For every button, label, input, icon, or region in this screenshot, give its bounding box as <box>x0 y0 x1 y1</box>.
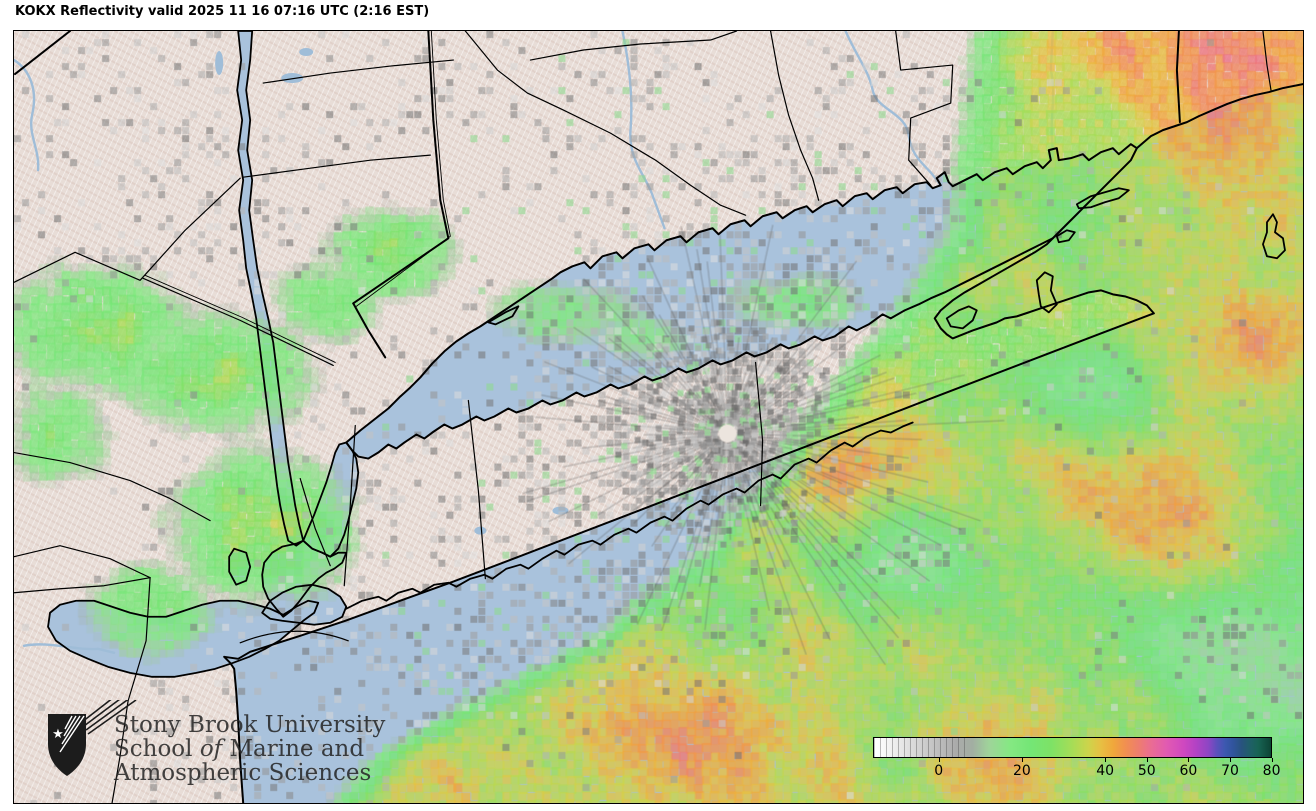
shield-star-icon: ★ <box>52 727 64 742</box>
stony-brook-shield-icon: ★ <box>48 693 137 776</box>
colorbar-tick <box>1105 758 1107 762</box>
colorbar-tick <box>1188 758 1190 762</box>
colorbar-tick-label: 0 <box>934 763 944 779</box>
colorbar-tick <box>1021 758 1023 762</box>
colorbar-tick-label: 80 <box>1262 763 1281 779</box>
colorbar-lowend-stripes <box>874 738 966 757</box>
colorbar-tick-label: 50 <box>1137 763 1156 779</box>
colorbar-tick <box>1271 758 1273 762</box>
colorbar-tick <box>1146 758 1148 762</box>
colorbar-tick <box>1229 758 1231 762</box>
colorbar-tick-label: 60 <box>1179 763 1198 779</box>
colorbar-tick-label: 20 <box>1013 763 1031 779</box>
stony-brook-logo: ★ Stony Brook University School of Marin… <box>40 693 385 800</box>
page-title: KOKX Reflectivity valid 2025 11 16 07:16… <box>15 4 430 19</box>
colorbar-tick-label: 40 <box>1096 763 1115 779</box>
colorbar-gradient <box>873 737 1272 758</box>
colorbar-tick-label: 70 <box>1221 763 1239 779</box>
colorbar-tick <box>938 758 940 762</box>
radar-map: ★ Stony Brook University School of Marin… <box>13 30 1304 804</box>
reflectivity-colorbar: 0 20 40 50 60 70 80 <box>873 737 1281 783</box>
logo-text: Stony Brook University School of Marine … <box>114 712 386 786</box>
boundary-layer <box>14 31 1303 803</box>
